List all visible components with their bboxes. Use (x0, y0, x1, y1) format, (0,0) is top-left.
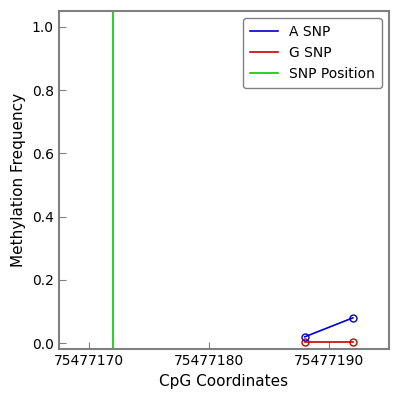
Legend: A SNP, G SNP, SNP Position: A SNP, G SNP, SNP Position (243, 18, 382, 88)
Y-axis label: Methylation Frequency: Methylation Frequency (11, 93, 26, 267)
X-axis label: CpG Coordinates: CpG Coordinates (159, 374, 288, 389)
